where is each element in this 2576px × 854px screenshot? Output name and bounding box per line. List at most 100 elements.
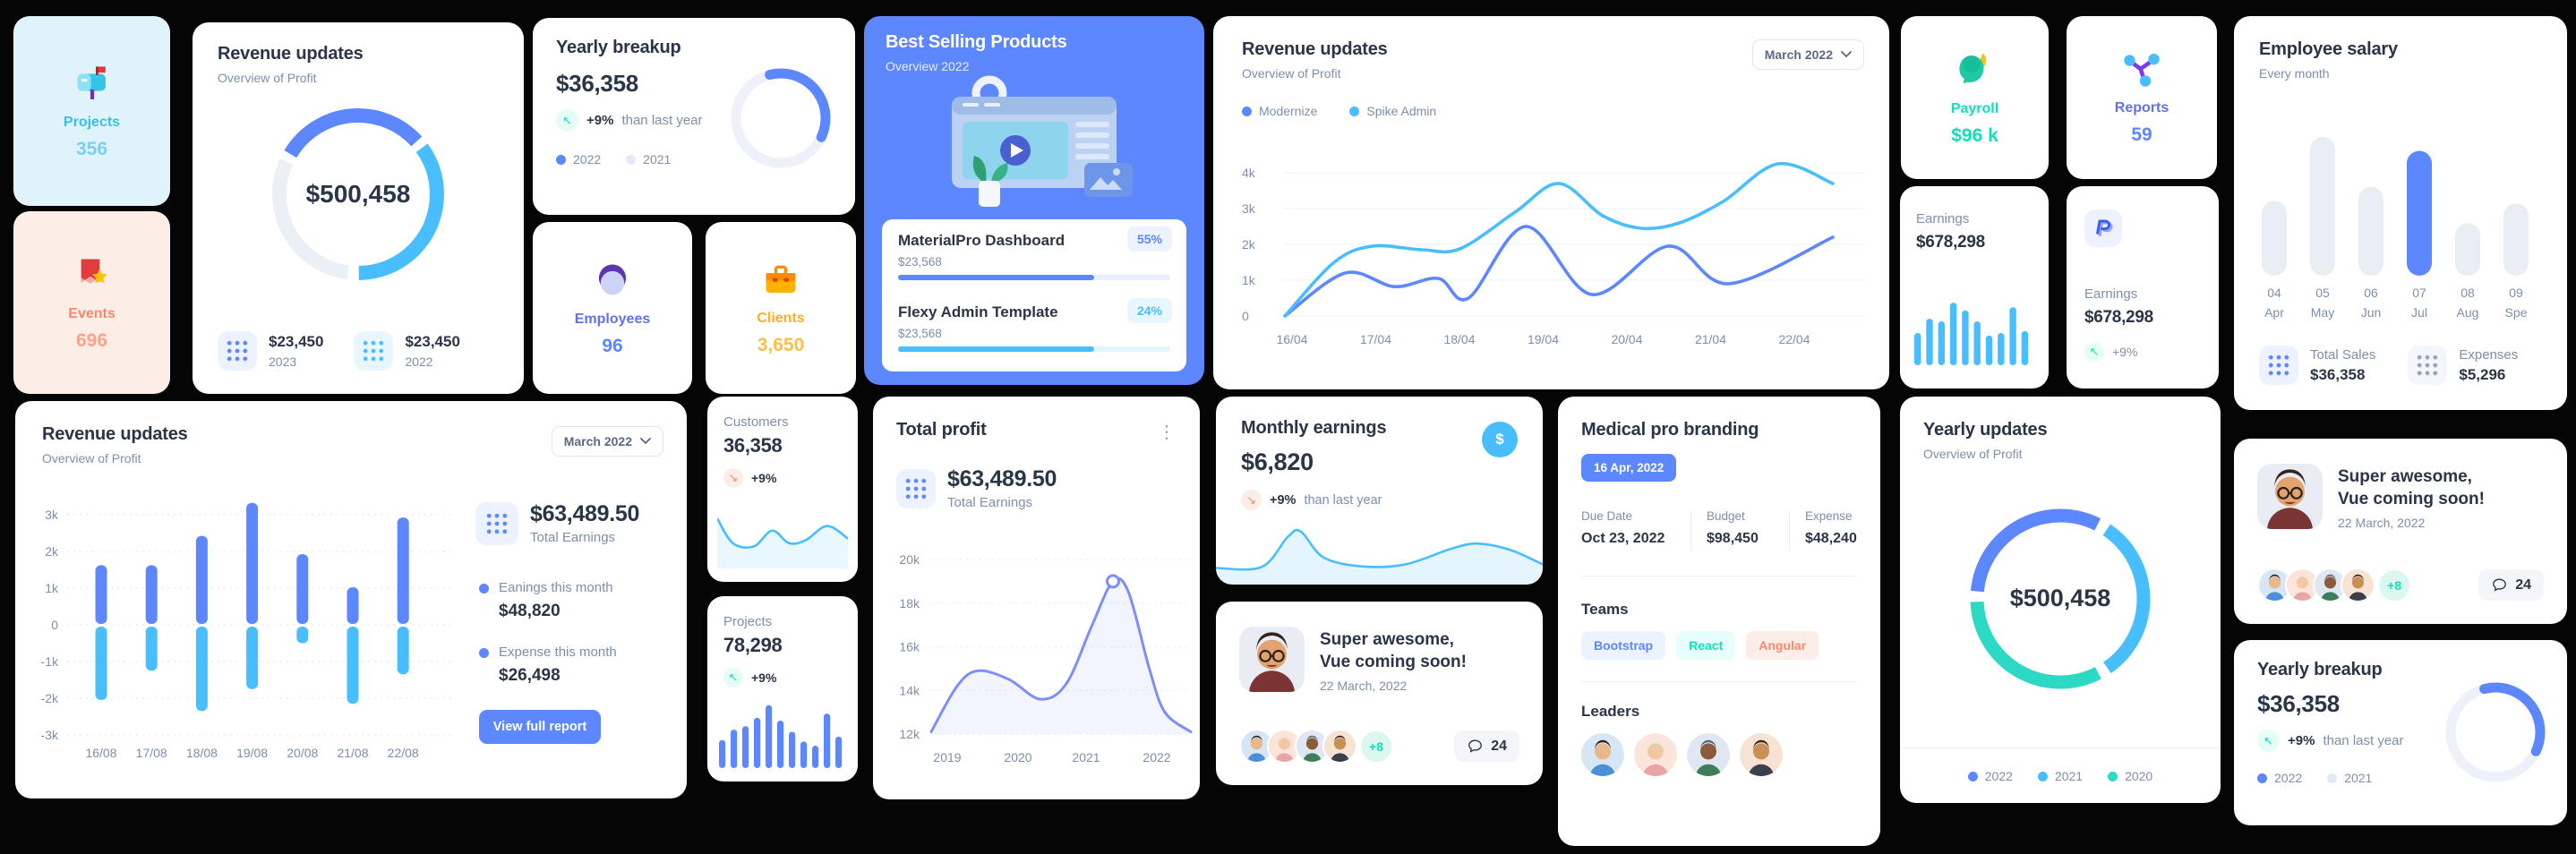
salary-stats: Total Sales $36,358 Expenses $5,296	[2259, 346, 2518, 385]
events-tile-label: Events	[68, 305, 116, 321]
earnings-label: Earnings	[1916, 211, 1970, 226]
reports-tile[interactable]: Reports 59	[2067, 16, 2217, 179]
projects-mini-bar-chart	[719, 705, 843, 768]
yearly-updates-card: Yearly updates Overview of Profit $500,4…	[1900, 397, 2221, 803]
product-progress	[898, 346, 1170, 352]
svg-text:2020: 2020	[1004, 750, 1031, 764]
period-select[interactable]: March 2022	[551, 426, 663, 457]
clients-tile[interactable]: Clients 3,650	[706, 222, 856, 394]
card-title: Yearly breakup	[2257, 660, 2383, 679]
earnings-month-item: Eanings this month $48,820	[479, 580, 613, 621]
svg-text:20/08: 20/08	[287, 746, 318, 760]
svg-text:16/08: 16/08	[85, 746, 116, 760]
delta-row: ↖ +9%	[2084, 342, 2137, 362]
card-subtitle: Overview of Profit	[42, 451, 141, 465]
svg-text:3k: 3k	[45, 508, 59, 522]
revenue-updates-donut-card: Revenue updates Overview of Profit $500,…	[193, 22, 524, 394]
period-select[interactable]: March 2022	[1751, 39, 1864, 70]
employees-tile-value: 96	[602, 335, 623, 356]
svg-text:05: 05	[2315, 286, 2330, 300]
card-subtitle: Every month	[2259, 66, 2330, 81]
delta-value: +9%	[2112, 345, 2138, 359]
clients-tile-label: Clients	[757, 310, 805, 326]
trend-up-icon: ↖	[556, 109, 578, 132]
svg-text:Aug: Aug	[2457, 305, 2479, 320]
avatar	[1581, 733, 1624, 776]
legend: 2022 2021	[2257, 771, 2372, 785]
yearly-breakup-donut	[2445, 682, 2546, 782]
stat-value: $5,296	[2459, 365, 2506, 383]
period-value: March 2022	[563, 434, 632, 448]
best-selling-panel: MaterialPro Dashboard 55% $23,568 Flexy …	[882, 219, 1186, 371]
trend-up-icon: ↖	[723, 668, 743, 687]
svg-text:21/04: 21/04	[1695, 332, 1726, 346]
stat-year: 2023	[269, 354, 297, 369]
legend-dot	[2037, 771, 2048, 781]
events-tile[interactable]: Events 696	[13, 211, 170, 394]
svg-text:Jun: Jun	[2361, 305, 2382, 320]
legend-item: Spike Admin	[1349, 104, 1436, 118]
avatar	[1634, 733, 1677, 776]
total-earnings-stat: $63,489.50 Total Earnings	[896, 466, 1057, 510]
card-title: Medical pro branding	[1581, 420, 1759, 440]
projects-mini-card: Projects 78,298 ↖ +9%	[707, 596, 858, 781]
total-value: $63,489.50	[947, 466, 1057, 491]
monthly-earnings-area-chart	[1216, 528, 1543, 585]
field-divider	[1690, 511, 1691, 551]
comment-count: 24	[1491, 738, 1507, 754]
employees-tile-label: Employees	[574, 311, 651, 327]
view-full-report-button[interactable]: View full report	[479, 710, 601, 744]
kebab-menu-icon[interactable]: ⋮	[1158, 423, 1177, 442]
delta-row: ↖ +9% than last year	[556, 109, 703, 132]
svg-text:1k: 1k	[1242, 273, 1256, 287]
field-due-date: Due Date Oct 23, 2022	[1581, 509, 1665, 546]
leaders-avatars	[1581, 733, 1783, 776]
field-budget: Budget $98,450	[1707, 509, 1759, 546]
monthly-earnings-card: Monthly earnings $ $6,820 ↘ +9% than las…	[1216, 397, 1543, 585]
donut-stats: $23,450 2023 $23,450 2022	[218, 331, 460, 371]
avatar	[2313, 568, 2348, 602]
svg-text:21/08: 21/08	[337, 746, 368, 760]
announcement-card: Super awesome, Vue coming soon! 22 March,…	[1216, 602, 1543, 785]
best-selling-illustration	[952, 75, 1133, 207]
revenue-line-chart: 4k 3k 2k 1k 0 16/04 17/04 18/04 19/04 20/04 21/04 2…	[1242, 161, 1865, 346]
customers-value: 36,358	[723, 434, 783, 457]
legend-dot	[2257, 773, 2267, 783]
product-percent-badge: 24%	[1126, 298, 1172, 323]
product-name: MaterialPro Dashboard	[898, 232, 1065, 249]
avatar	[1322, 729, 1357, 764]
product-price: $23,568	[898, 327, 942, 340]
card-subtitle: Overview of Profit	[218, 71, 317, 85]
svg-text:Apr: Apr	[2264, 305, 2284, 320]
payroll-tile[interactable]: Payroll $96 k	[1901, 16, 2049, 179]
employees-tile[interactable]: Employees 96	[533, 222, 692, 394]
stat-value: $36,358	[2310, 365, 2366, 383]
briefcase-icon	[761, 260, 800, 303]
legend-item: 2020	[2108, 769, 2152, 783]
svg-text:16k: 16k	[899, 640, 920, 654]
projects-tile[interactable]: Projects 356	[13, 16, 170, 206]
svg-text:12k: 12k	[899, 727, 920, 741]
reports-tile-value: 59	[2131, 124, 2152, 145]
customers-card: Customers 36,358 ↘ +9%	[707, 397, 858, 582]
clients-tile-value: 3,650	[757, 334, 805, 355]
legend: 2022 2021	[556, 152, 671, 167]
legend-dot	[1349, 106, 1360, 116]
earnings-bars-card: Earnings $678,298	[1900, 186, 2049, 389]
comments-pill[interactable]: 24	[1454, 730, 1519, 762]
delta-row: ↖ +9%	[723, 668, 776, 687]
reports-tile-label: Reports	[2114, 99, 2169, 115]
comments-pill[interactable]: 24	[2478, 569, 2544, 601]
svg-text:22/08: 22/08	[388, 746, 419, 760]
donut-center-value: $500,458	[305, 180, 411, 208]
card-title: Yearly breakup	[556, 38, 681, 57]
svg-text:17/04: 17/04	[1360, 332, 1391, 346]
revenue-updates-line-card: Revenue updates Overview of Profit March…	[1213, 16, 1889, 389]
extra-count-badge: +8	[2379, 569, 2409, 601]
revenue-updates-bars-card: Revenue updates Overview of Profit March…	[15, 401, 687, 798]
avatar	[1295, 729, 1330, 764]
announcement-date: 22 March, 2022	[2338, 516, 2426, 530]
announcement-date: 22 March, 2022	[1320, 679, 1408, 693]
earnings-value: $678,298	[2084, 308, 2153, 327]
